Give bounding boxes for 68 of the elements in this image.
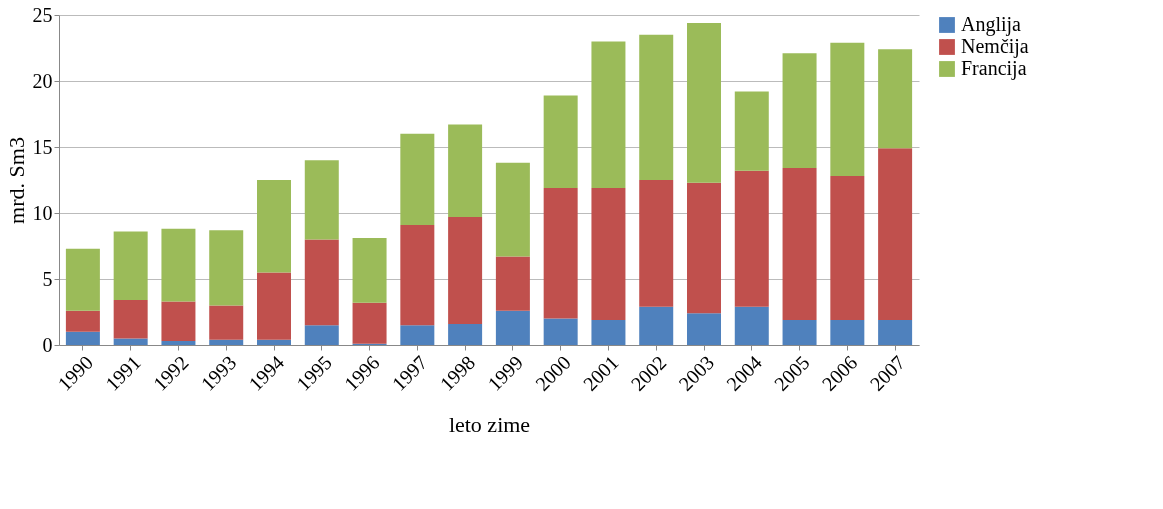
y-tick-label: 5	[42, 267, 53, 290]
bar	[400, 224, 435, 326]
bar	[65, 331, 100, 345]
y-tick-label: 20	[32, 69, 53, 92]
legend-label: Nemčija	[961, 35, 1029, 58]
bar	[543, 187, 578, 319]
bar	[304, 160, 339, 240]
bar	[448, 216, 483, 324]
bar	[209, 339, 244, 345]
bar	[304, 239, 339, 326]
legend-label: Anglija	[961, 13, 1022, 36]
bar	[591, 41, 626, 188]
bar	[161, 228, 196, 302]
bar	[687, 313, 721, 345]
bar	[830, 319, 865, 345]
bar	[830, 176, 865, 320]
bar	[591, 319, 626, 345]
bar	[878, 319, 913, 345]
bar	[257, 272, 291, 340]
bar	[734, 306, 769, 345]
bar	[495, 256, 530, 311]
bar	[782, 53, 817, 169]
bar	[687, 182, 721, 314]
bar	[257, 180, 291, 273]
bar	[352, 302, 387, 344]
bar	[113, 231, 148, 301]
bar	[448, 323, 483, 345]
y-axis-title: mrd. Sm3	[3, 137, 29, 224]
bar	[400, 325, 435, 345]
x-tick-label: 1999	[483, 351, 528, 395]
bar	[400, 133, 435, 225]
y-tick-label: 15	[32, 135, 53, 158]
bar	[543, 95, 578, 188]
bar	[113, 338, 148, 345]
bar	[830, 42, 865, 177]
bar	[352, 238, 387, 303]
bar	[65, 248, 100, 311]
bar	[161, 341, 196, 345]
bar	[543, 318, 578, 345]
bar	[734, 91, 769, 171]
bar	[495, 162, 530, 257]
y-tick-label: 10	[32, 201, 53, 224]
legend-label: Francija	[961, 57, 1027, 80]
bar	[782, 168, 817, 320]
bar	[257, 339, 291, 345]
y-tick-label: 0	[42, 333, 53, 356]
bar	[495, 310, 530, 345]
bar	[639, 306, 674, 345]
x-tick-label: 1990	[53, 351, 98, 395]
x-tick-label: 1992	[148, 351, 193, 395]
x-tick-label: 1991	[100, 351, 145, 395]
y-tick-label: 25	[32, 3, 53, 26]
bar	[304, 325, 339, 345]
bar	[448, 124, 483, 217]
bar	[161, 301, 196, 342]
bar	[591, 187, 626, 320]
bar	[639, 180, 674, 307]
bar	[878, 148, 913, 320]
x-axis-title: leto zime	[448, 411, 531, 437]
bar	[639, 34, 674, 180]
bar	[734, 170, 769, 307]
bar	[687, 22, 721, 183]
bar	[782, 319, 817, 345]
bar	[209, 230, 244, 306]
bar	[113, 300, 148, 339]
bar	[209, 305, 244, 340]
bar	[65, 310, 100, 332]
bar	[878, 49, 913, 149]
